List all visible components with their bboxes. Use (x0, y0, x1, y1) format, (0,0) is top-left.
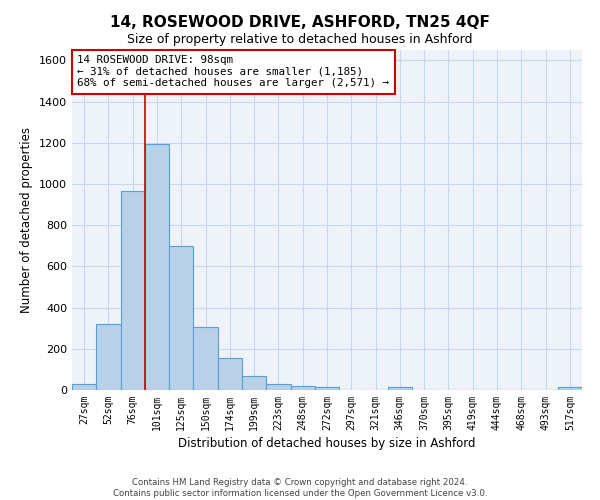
X-axis label: Distribution of detached houses by size in Ashford: Distribution of detached houses by size … (178, 437, 476, 450)
Text: Size of property relative to detached houses in Ashford: Size of property relative to detached ho… (127, 32, 473, 46)
Bar (290, 386, 315, 390)
Bar (72, 384, 96, 390)
Bar (145, 144, 169, 390)
Text: Contains HM Land Registry data © Crown copyright and database right 2024.
Contai: Contains HM Land Registry data © Crown c… (113, 478, 487, 498)
Bar (169, 246, 193, 390)
Bar (315, 387, 339, 390)
Bar (266, 384, 290, 390)
Bar (193, 327, 218, 390)
Bar (558, 387, 582, 390)
Bar (242, 376, 266, 390)
Y-axis label: Number of detached properties: Number of detached properties (20, 127, 34, 313)
Text: 14, ROSEWOOD DRIVE, ASHFORD, TN25 4QF: 14, ROSEWOOD DRIVE, ASHFORD, TN25 4QF (110, 15, 490, 30)
Text: 14 ROSEWOOD DRIVE: 98sqm
← 31% of detached houses are smaller (1,185)
68% of sem: 14 ROSEWOOD DRIVE: 98sqm ← 31% of detach… (77, 55, 389, 88)
Bar (388, 387, 412, 390)
Bar (96, 324, 121, 390)
Bar (121, 191, 145, 390)
Bar (218, 358, 242, 390)
